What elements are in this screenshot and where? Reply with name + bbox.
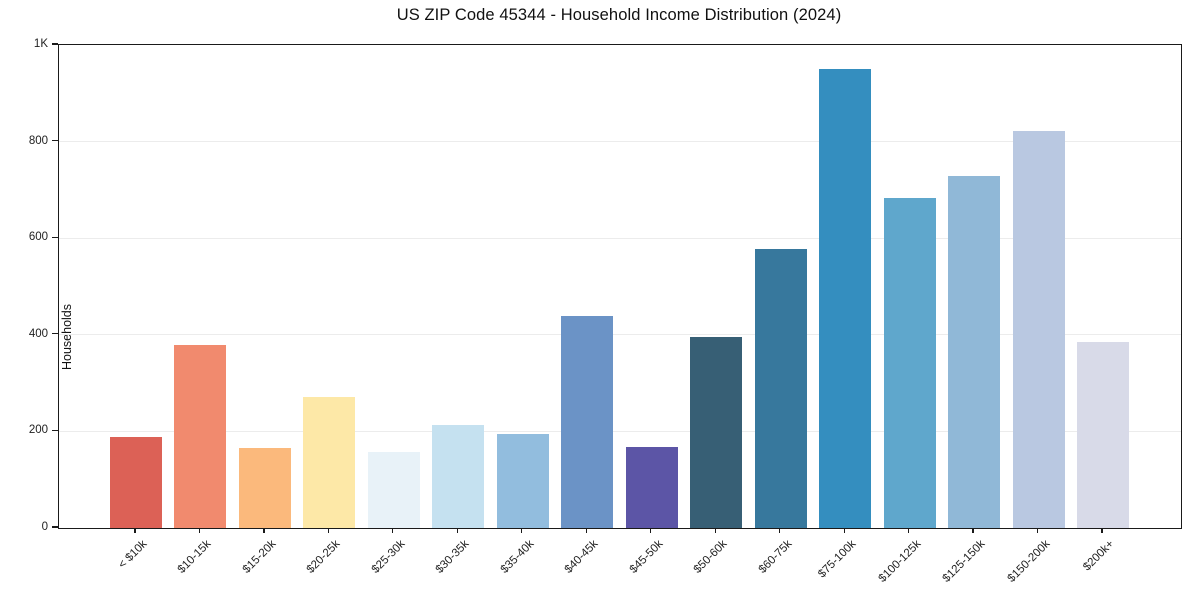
- x-tick: [972, 528, 974, 533]
- bar-10k: [110, 437, 162, 528]
- grid-line-800: [59, 141, 1181, 143]
- y-tick-label: 200: [28, 424, 48, 437]
- bar-10-15k: [174, 345, 227, 528]
- x-tick-label: $45-50k: [627, 538, 666, 576]
- grid-line-400: [59, 334, 1181, 336]
- y-tick: [52, 140, 58, 142]
- x-tick-label: $35-40k: [498, 538, 537, 576]
- y-tick-label: 800: [28, 134, 48, 147]
- x-tick: [521, 528, 523, 533]
- x-tick-label: $100-125k: [876, 538, 924, 585]
- grid-line-600: [59, 237, 1181, 239]
- bar-150-200k: [1012, 131, 1065, 528]
- x-tick: [650, 528, 652, 533]
- bar-40-45k: [561, 315, 614, 528]
- x-tick: [714, 528, 716, 533]
- bar-30-35k: [432, 425, 485, 528]
- bar-15-20k: [238, 448, 291, 528]
- bar-100-125k: [883, 198, 936, 528]
- x-tick-label: $25-30k: [369, 538, 408, 576]
- y-tick-label: 0: [41, 521, 48, 533]
- y-tick-label: 600: [28, 231, 48, 244]
- x-tick-label: $20-25k: [305, 538, 343, 576]
- x-tick-label: $125-150k: [940, 538, 988, 585]
- x-tick-label: $50-60k: [691, 538, 730, 576]
- x-tick: [263, 528, 265, 533]
- x-tick: [585, 528, 587, 533]
- x-tick: [198, 528, 201, 533]
- bar-35-40k: [496, 433, 549, 528]
- bar-25-30k: [367, 451, 420, 528]
- y-tick: [52, 333, 58, 335]
- grid-line-200: [59, 430, 1181, 432]
- y-tick-label: 1K: [33, 38, 48, 50]
- x-tick-label: $40-45k: [562, 538, 601, 576]
- x-tick: [843, 528, 845, 533]
- x-tick: [908, 528, 910, 533]
- bar-125-150k: [948, 176, 1001, 528]
- bar-60-75k: [754, 249, 807, 528]
- y-tick-label: 400: [28, 327, 48, 340]
- bar-50-60k: [690, 337, 743, 528]
- x-tick: [779, 528, 781, 533]
- x-tick: [1101, 528, 1103, 533]
- bar-45-50k: [625, 446, 678, 528]
- bar-75-100k: [819, 68, 872, 528]
- x-tick: [392, 528, 394, 533]
- x-tick-label: $10-15k: [176, 538, 214, 576]
- y-tick: [52, 43, 58, 45]
- x-tick-label: $60-75k: [756, 538, 795, 576]
- x-tick: [1036, 528, 1039, 533]
- x-tick-label: $150-200k: [1005, 538, 1053, 585]
- bar-200k: [1077, 342, 1129, 528]
- x-tick-label: $75-100k: [816, 538, 859, 581]
- y-axis-title: Households: [60, 304, 74, 371]
- bar-20-25k: [303, 397, 356, 528]
- x-tick-label: $30-35k: [433, 538, 472, 576]
- x-tick-label: $15-20k: [240, 538, 279, 576]
- chart-title: US ZIP Code 45344 - Household Income Dis…: [396, 6, 842, 24]
- x-tick: [327, 528, 329, 533]
- x-tick-label: < $10k: [116, 538, 150, 572]
- y-tick: [52, 429, 58, 431]
- y-tick: [52, 236, 58, 238]
- x-tick-label: $200k+: [1081, 538, 1117, 574]
- y-tick: [52, 526, 58, 528]
- plot-area: Households: [58, 44, 1182, 529]
- x-tick: [456, 528, 458, 533]
- x-tick: [134, 528, 136, 533]
